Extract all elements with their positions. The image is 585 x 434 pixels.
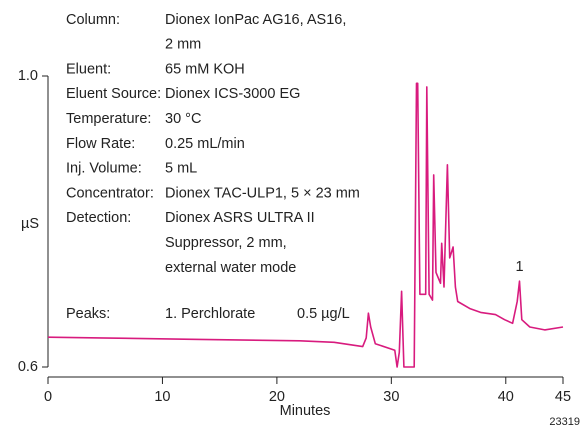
y-tick-label: 1.0 [18,68,38,84]
peak-label: 1 [515,259,523,275]
condition-value: Dionex ICS-3000 EG [165,86,300,102]
x-tick-label: 40 [498,389,514,405]
condition-value: external water mode [165,260,296,276]
condition-value: Suppressor, 2 mm, [165,235,287,251]
x-axis-label: Minutes [280,403,331,419]
condition-label: Eluent Source: [66,86,161,102]
condition-value: 30 °C [165,111,201,127]
condition-label: Column: [66,12,120,28]
condition-label: Flow Rate: [66,136,135,152]
y-axis-label: µS [21,216,39,232]
peaks-label: Peaks: [66,306,110,322]
peaks-amount: 0.5 µg/L [297,306,350,322]
figure-number: 23319 [549,416,580,428]
condition-value: 0.25 mL/min [165,136,245,152]
peaks-name: 1. Perchlorate [165,306,255,322]
x-tick-label: 20 [269,389,285,405]
x-tick-label: 45 [555,389,571,405]
condition-label: Inj. Volume: [66,161,142,177]
condition-label: Detection: [66,210,131,226]
condition-value: Dionex IonPac AG16, AS16, [165,12,346,28]
condition-value: 2 mm [165,37,201,53]
condition-value: 65 mM KOH [165,61,245,77]
condition-label: Temperature: [66,111,151,127]
condition-label: Concentrator: [66,185,154,201]
condition-value: Dionex TAC-ULP1, 5 × 23 mm [165,185,360,201]
x-tick-label: 10 [154,389,170,405]
condition-value: 5 mL [165,161,197,177]
chromatogram-line [47,82,564,368]
condition-value: Dionex ASRS ULTRA II [165,210,315,226]
y-tick-label: 0.6 [18,359,38,375]
x-tick-label: 30 [383,389,399,405]
condition-label: Eluent: [66,61,111,77]
x-tick-label: 0 [44,389,52,405]
